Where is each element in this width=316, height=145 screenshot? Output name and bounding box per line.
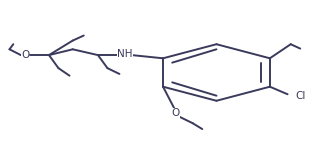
- Text: NH: NH: [117, 49, 133, 59]
- Text: O: O: [21, 50, 29, 60]
- Text: Cl: Cl: [295, 91, 306, 101]
- Text: O: O: [171, 108, 179, 118]
